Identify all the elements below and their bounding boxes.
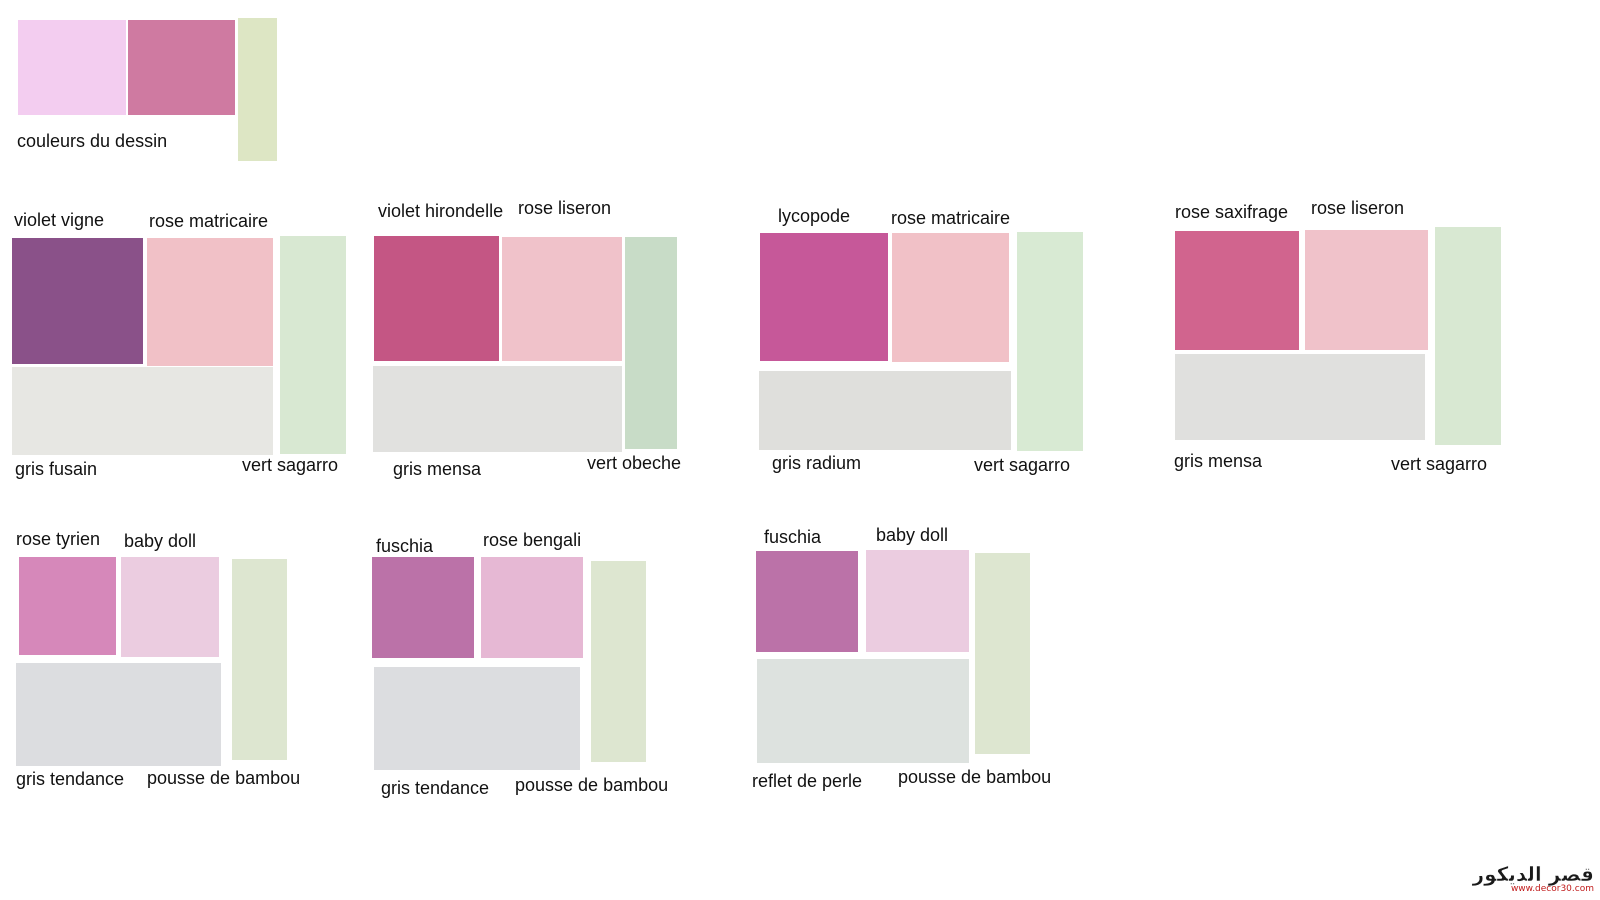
swatch-grey [759,371,1011,450]
label-green: vert sagarro [242,455,339,475]
label-green: pousse de bambou [515,775,669,795]
label-primary: lycopode [778,206,851,226]
swatch-green [1435,227,1501,445]
swatch-green [591,561,646,762]
swatch-green [975,553,1030,754]
label-primary: violet hirondelle [378,201,504,221]
watermark: قصر الديكور www.decor30.com [1472,862,1594,894]
label-primary: fuschia [376,536,434,556]
label-green: vert obeche [587,453,682,473]
swatch-header-mauve [128,20,235,115]
label-grey: gris tendance [381,778,490,798]
swatch-grey [1175,354,1425,440]
label-grey: gris fusain [15,459,98,479]
swatch-secondary [1305,230,1428,350]
label-secondary: rose liseron [518,198,612,218]
swatch-green [625,237,677,449]
swatch-header-green [238,18,277,161]
watermark-logo-text: قصر الديكور [1472,862,1594,886]
label-secondary: rose matricaire [149,211,269,231]
label-green: vert sagarro [1391,454,1488,474]
swatch-primary [372,557,474,658]
label-primary: violet vigne [14,210,105,230]
swatch-secondary [121,557,219,657]
label-primary: fuschia [764,527,822,547]
label-secondary: rose liseron [1311,198,1405,218]
swatch-grey [757,659,969,763]
label-grey: gris tendance [16,769,125,789]
swatch-secondary [481,557,583,658]
swatch-secondary [502,237,622,361]
swatch-header-pink [18,20,126,115]
label-green: pousse de bambou [147,768,301,788]
label-grey: gris radium [772,453,862,473]
label-secondary: baby doll [124,531,197,551]
swatch-green [280,236,346,454]
watermark-url: www.decor30.com [1510,884,1594,894]
label-primary: rose saxifrage [1175,202,1289,222]
swatch-primary [760,233,888,361]
swatch-grey [373,366,622,452]
swatch-secondary [892,233,1009,362]
swatch-primary [12,238,143,364]
header-title: couleurs du dessin [17,131,168,151]
swatch-green [1017,232,1083,451]
swatch-primary [374,236,499,361]
swatch-secondary [147,238,273,366]
label-grey: gris mensa [393,459,482,479]
swatch-primary [19,557,116,655]
swatch-grey [16,663,221,766]
label-secondary: baby doll [876,525,949,545]
swatch-primary [1175,231,1299,350]
label-grey: reflet de perle [752,771,863,791]
swatch-secondary [866,550,969,652]
label-secondary: rose bengali [483,530,582,550]
swatch-green [232,559,287,760]
label-secondary: rose matricaire [891,208,1011,228]
label-primary: rose tyrien [16,529,101,549]
swatch-grey [12,367,273,455]
label-grey: gris mensa [1174,451,1263,471]
label-green: vert sagarro [974,455,1071,475]
swatch-grey [374,667,580,770]
label-green: pousse de bambou [898,767,1052,787]
swatch-primary [756,551,858,652]
